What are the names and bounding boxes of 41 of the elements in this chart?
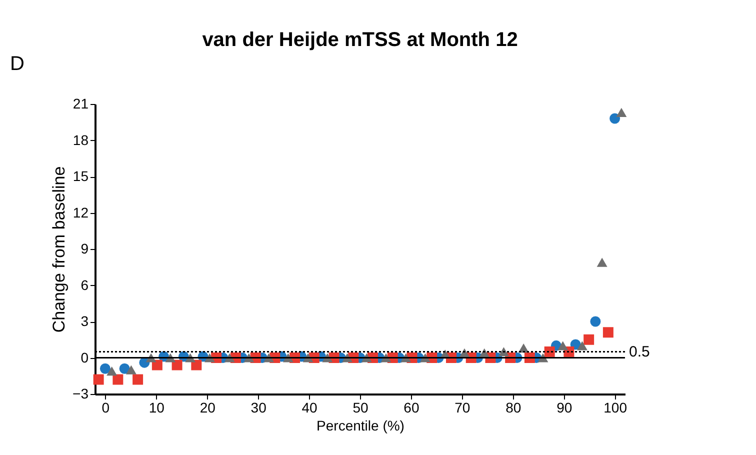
y-tick-label: 0	[80, 349, 89, 366]
x-tick-label: 80	[506, 400, 522, 416]
y-tick-label: 12	[72, 204, 89, 220]
point	[596, 258, 608, 267]
x-tick-label: 90	[556, 400, 572, 416]
point	[112, 374, 124, 385]
x-tick-label: 60	[404, 400, 420, 416]
point	[584, 334, 594, 345]
text: D	[10, 53, 24, 75]
y-tick-label: 21	[72, 96, 89, 112]
point	[544, 346, 555, 357]
point	[119, 363, 130, 374]
y-tick-label: 18	[72, 132, 89, 148]
ref-line-label: 0.5	[629, 344, 650, 361]
x-tick-label: 70	[454, 400, 470, 416]
point	[126, 365, 136, 374]
point	[106, 366, 118, 376]
point	[590, 316, 601, 327]
point	[93, 374, 104, 385]
y-tick-label: 15	[72, 168, 89, 184]
point	[576, 341, 588, 350]
chart-title: van der Heijde mTSS at Month 12	[202, 29, 518, 51]
y-axis-title: Change from baseline	[50, 166, 69, 333]
point	[616, 108, 627, 117]
y-tick-label: 3	[80, 313, 89, 329]
x-tick-label: 20	[200, 400, 216, 416]
point	[558, 341, 568, 350]
x-tick-label: 10	[148, 400, 165, 416]
x-axis-title: Percentile (%)	[316, 418, 404, 434]
y-tick-label: 9	[80, 240, 89, 256]
x-tick-label: 50	[352, 400, 368, 416]
point	[610, 113, 620, 124]
x-tick-label: 30	[250, 400, 267, 416]
y-tick-label: 6	[80, 276, 89, 293]
y-tick-label: −3	[72, 386, 89, 402]
x-tick-label: 100	[604, 400, 628, 416]
x-tick-label: 40	[302, 400, 318, 416]
point	[100, 363, 110, 374]
x-tick-label: 0	[102, 400, 110, 416]
point	[602, 327, 614, 338]
point	[132, 374, 144, 385]
